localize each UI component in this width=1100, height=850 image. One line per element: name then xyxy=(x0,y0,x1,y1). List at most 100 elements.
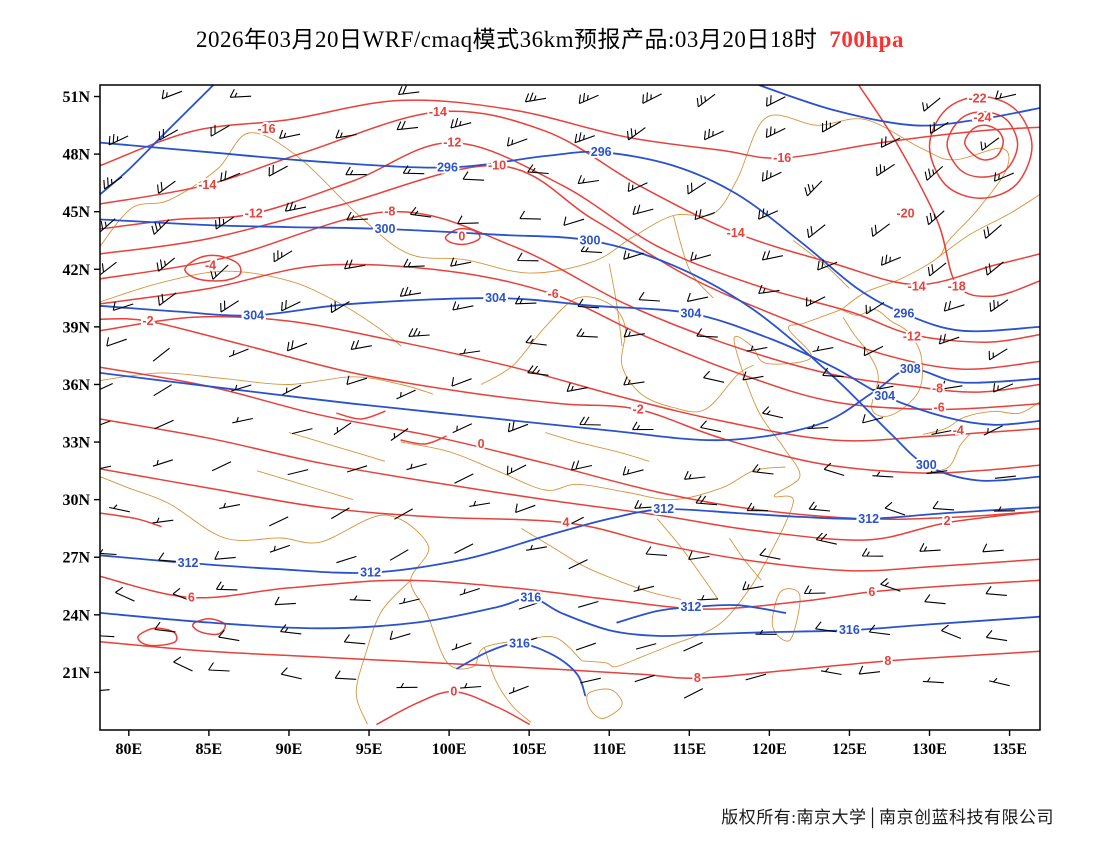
wind-barb xyxy=(815,621,837,633)
wind-barb xyxy=(575,642,596,651)
wind-barb xyxy=(568,559,588,570)
wind-barb xyxy=(812,345,834,353)
wind-barb xyxy=(694,209,716,221)
wind-barb xyxy=(406,463,427,471)
wind-barb xyxy=(232,417,253,424)
wind-barb xyxy=(989,677,1010,687)
wind-barb xyxy=(457,215,479,225)
wind-barb xyxy=(626,127,646,141)
wind-barb xyxy=(919,543,941,552)
temperature-contour-line xyxy=(100,640,1040,680)
wind-barb xyxy=(868,624,891,636)
temperature-contour-line xyxy=(100,315,1040,442)
map-boundary xyxy=(793,240,850,289)
wind-barb xyxy=(100,218,116,233)
wind-barb xyxy=(566,382,588,392)
wind-barb xyxy=(346,465,368,473)
basemap-layer xyxy=(100,114,1040,725)
wind-barb xyxy=(525,335,547,346)
wind-barb xyxy=(576,328,598,338)
contour-label: 304 xyxy=(680,306,701,320)
contour-label: 304 xyxy=(874,389,895,403)
wind-barb xyxy=(396,389,416,400)
y-tick-label: 42N xyxy=(62,262,90,279)
contour-label: 296 xyxy=(437,161,458,175)
wind-barb xyxy=(469,500,491,507)
y-tick-label: 24N xyxy=(62,607,90,624)
contour-label: -14 xyxy=(198,178,216,192)
wind-barb xyxy=(100,548,117,556)
map-boundary xyxy=(483,647,532,723)
wind-barb xyxy=(690,251,712,262)
wind-barb xyxy=(109,504,130,513)
contour-label: 0 xyxy=(478,437,485,451)
wind-barb xyxy=(989,299,1009,312)
wind-barb xyxy=(335,129,357,139)
temperature-contour-line xyxy=(100,512,162,528)
wind-barb xyxy=(980,137,1000,151)
wind-barb xyxy=(570,460,593,471)
wind-barb xyxy=(231,384,252,392)
wind-barb xyxy=(941,380,963,390)
height-contour-line xyxy=(100,506,1040,574)
wind-barb xyxy=(683,470,706,480)
y-tick-label: 48N xyxy=(62,147,90,164)
contour-label: 312 xyxy=(653,502,674,516)
wind-barb xyxy=(580,677,601,684)
wind-barb xyxy=(452,423,473,434)
wind-barb xyxy=(696,93,716,108)
contour-label: 312 xyxy=(360,566,381,580)
wind-barb xyxy=(985,630,1008,642)
axis-labels: 80E 85E 90E 95E 100E 105E 110E 115E 120E 125E 130E… xyxy=(62,89,1026,758)
wind-barb xyxy=(564,516,584,528)
contour-label: -2 xyxy=(633,402,644,416)
contour-label: 300 xyxy=(580,234,601,248)
wind-barb xyxy=(983,224,1002,239)
wind-barb xyxy=(872,384,894,391)
wind-barb xyxy=(623,250,644,260)
temperature-contour-line xyxy=(100,210,1040,393)
wind-barb xyxy=(943,300,965,312)
wind-barb xyxy=(516,637,538,646)
wind-barb xyxy=(574,132,595,144)
wind-barb xyxy=(462,171,485,181)
wind-barb xyxy=(408,327,430,337)
wind-barb xyxy=(634,499,656,509)
temperature-contour-line xyxy=(100,110,1040,286)
wind-barb xyxy=(932,500,955,511)
wind-barb xyxy=(992,383,1014,393)
wind-barb xyxy=(577,174,599,185)
wind-barb xyxy=(273,250,293,263)
wind-barb xyxy=(803,585,826,595)
y-tick-label: 30N xyxy=(62,492,90,509)
wind-barb xyxy=(153,384,172,397)
contour-label: 312 xyxy=(858,512,879,526)
map-boundary xyxy=(926,434,970,474)
wind-barb xyxy=(274,596,296,606)
wind-barb xyxy=(527,164,549,175)
wind-barb xyxy=(579,416,601,426)
wind-barb xyxy=(804,180,823,197)
wind-barb xyxy=(394,508,413,520)
wind-barb xyxy=(154,419,174,430)
wind-barb xyxy=(703,128,724,141)
map-boundary xyxy=(520,528,682,600)
wind-barb xyxy=(745,673,767,681)
wind-barb xyxy=(746,345,768,352)
map-boundary xyxy=(288,432,386,462)
wind-barb xyxy=(941,624,962,640)
wind-barb xyxy=(577,298,600,309)
wind-barb xyxy=(459,348,481,355)
contour-label: 304 xyxy=(243,308,264,322)
map-boundary xyxy=(922,401,1040,435)
wind-barb xyxy=(988,348,1008,361)
wind-barb xyxy=(563,216,585,226)
wind-barb xyxy=(390,428,409,441)
wind-barb xyxy=(766,95,786,107)
wind-barb xyxy=(451,377,472,387)
wind-barb xyxy=(982,543,1004,553)
wind-barb xyxy=(926,210,945,226)
wind-barb xyxy=(861,548,884,557)
wind-barb xyxy=(215,581,238,591)
